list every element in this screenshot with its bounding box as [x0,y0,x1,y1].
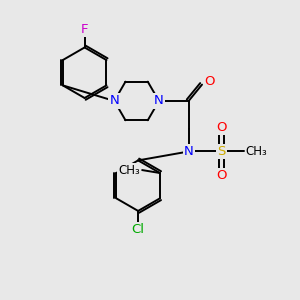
Text: O: O [216,121,226,134]
Text: O: O [216,169,226,182]
Text: CH₃: CH₃ [118,164,140,177]
Text: O: O [204,75,215,88]
Text: F: F [81,23,88,36]
Text: CH₃: CH₃ [245,145,267,158]
Text: N: N [110,94,119,107]
Text: N: N [184,145,194,158]
Text: S: S [217,145,226,158]
Text: Cl: Cl [132,223,145,236]
Text: N: N [154,94,164,107]
